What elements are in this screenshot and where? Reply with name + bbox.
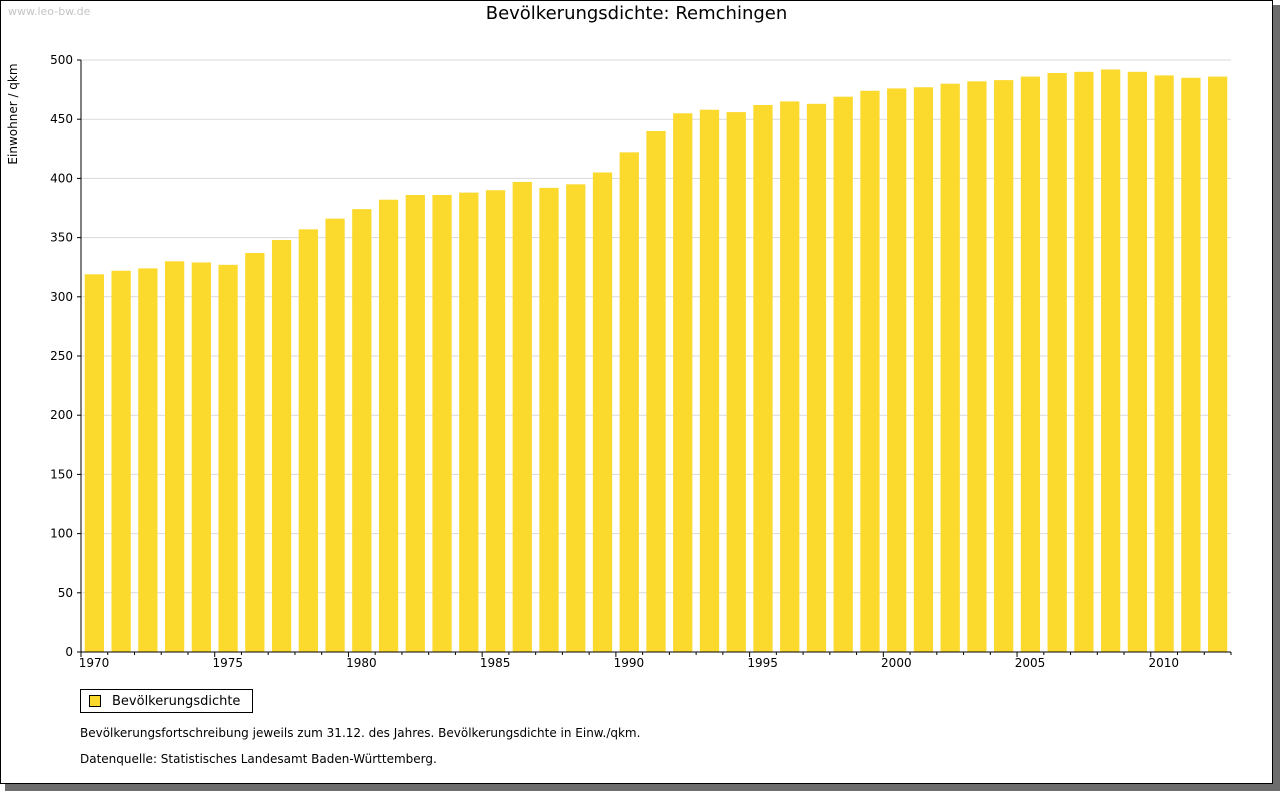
- bar: [940, 83, 960, 653]
- bar: [806, 103, 827, 653]
- frame-shadow-right: [1273, 5, 1280, 791]
- x-tick-label: 1985: [480, 656, 511, 670]
- x-tick-label: 2005: [1015, 656, 1046, 670]
- x-tick-label: 1995: [747, 656, 778, 670]
- bar: [1127, 71, 1148, 653]
- y-tick-label: 50: [58, 586, 73, 600]
- y-tick-label: 250: [50, 349, 73, 363]
- bar: [485, 190, 506, 653]
- bar: [592, 172, 613, 653]
- bar: [913, 87, 934, 653]
- bar: [646, 131, 666, 653]
- footnote: Bevölkerungsfortschreibung jeweils zum 3…: [80, 726, 641, 740]
- y-tick-label: 450: [50, 112, 73, 126]
- bar: [699, 109, 720, 652]
- bar: [138, 268, 158, 652]
- bar: [860, 90, 880, 652]
- bar: [271, 239, 292, 652]
- chart-title: Bevölkerungsdichte: Remchingen: [485, 3, 788, 24]
- bar: [1101, 69, 1121, 653]
- y-tick-label: 350: [50, 231, 73, 245]
- frame-shadow-bottom: [5, 784, 1280, 791]
- bar: [566, 184, 586, 652]
- bar: [1074, 71, 1094, 653]
- bar: [1181, 77, 1201, 652]
- bar: [111, 270, 131, 652]
- y-tick-label: 200: [50, 408, 73, 422]
- y-tick-label: 150: [50, 467, 73, 481]
- bar: [833, 96, 853, 653]
- x-tick-label: 1970: [79, 656, 110, 670]
- bar: [164, 261, 185, 652]
- bar: [245, 252, 265, 652]
- bar: [352, 209, 372, 652]
- legend-label: Bevölkerungsdichte: [112, 693, 241, 709]
- bar: [405, 194, 425, 652]
- bar: [1020, 76, 1041, 653]
- bar: [84, 274, 104, 652]
- bar: [1154, 75, 1174, 653]
- bar: [619, 152, 639, 653]
- bar: [673, 113, 693, 652]
- bar: [780, 101, 800, 652]
- bar: [1208, 76, 1228, 653]
- bar: [191, 262, 211, 652]
- y-tick-label: 500: [50, 53, 73, 67]
- x-tick-label: 2010: [1148, 656, 1179, 670]
- watermark: www.leo-bw.de: [8, 5, 91, 18]
- y-tick-label: 100: [50, 527, 73, 541]
- y-tick-label: 300: [50, 290, 73, 304]
- x-tick-label: 1980: [346, 656, 377, 670]
- bar: [539, 187, 559, 652]
- x-tick-label: 2000: [881, 656, 912, 670]
- bar: [218, 264, 238, 652]
- x-tick-label: 1975: [212, 656, 243, 670]
- bar: [325, 218, 345, 652]
- bar: [298, 229, 318, 652]
- bar: [994, 80, 1014, 653]
- bar: [512, 181, 532, 652]
- x-tick-label: 1990: [614, 656, 645, 670]
- y-tick-label: 0: [65, 645, 73, 659]
- bar: [887, 88, 907, 652]
- bar: [967, 81, 987, 652]
- legend: Bevölkerungsdichte: [80, 689, 254, 713]
- bar: [432, 194, 452, 652]
- bar: [1047, 73, 1067, 653]
- bar: [378, 199, 399, 652]
- bar: [459, 192, 479, 652]
- bar: [726, 112, 746, 652]
- source-note: Datenquelle: Statistisches Landesamt Bad…: [80, 752, 437, 766]
- legend-swatch: [89, 695, 101, 707]
- bar: [753, 104, 773, 652]
- y-tick-label: 400: [50, 171, 73, 185]
